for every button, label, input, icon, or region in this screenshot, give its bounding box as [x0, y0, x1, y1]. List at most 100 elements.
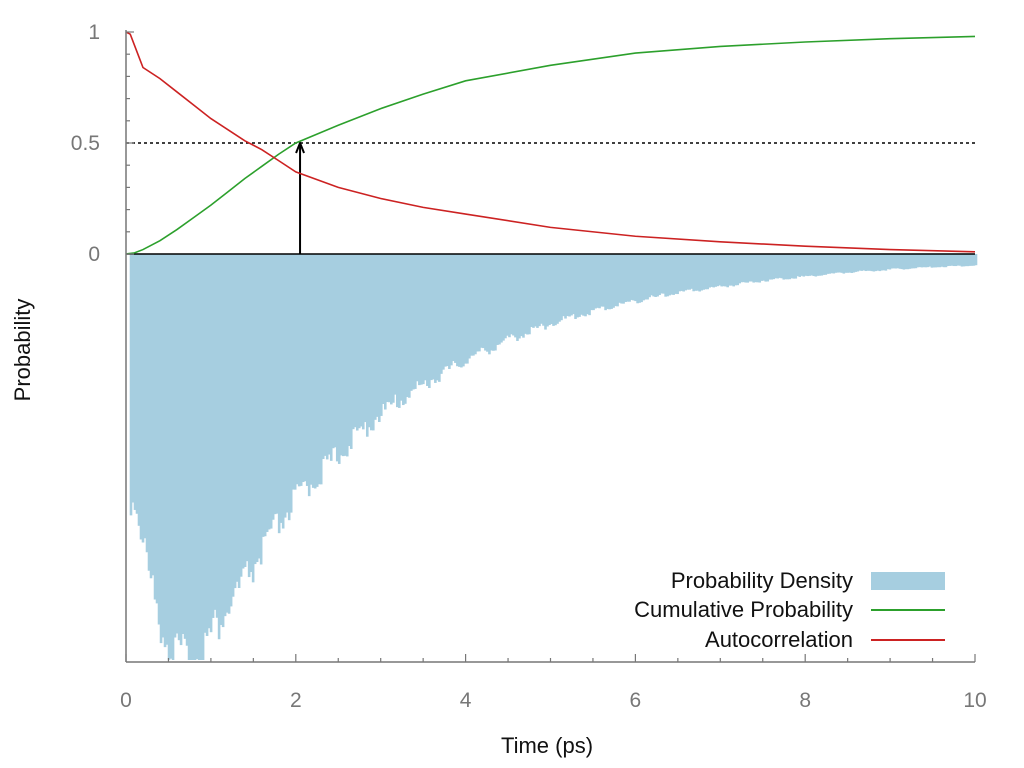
density-bar [175, 254, 179, 634]
density-bar [906, 254, 910, 270]
density-bar [614, 254, 617, 307]
y-axis-label: Probability [10, 299, 35, 402]
density-bar [846, 254, 850, 273]
density-bar [269, 254, 273, 529]
density-bar [474, 254, 477, 355]
density-bar [680, 254, 683, 291]
density-bar [910, 254, 914, 269]
density-bar [462, 254, 465, 367]
density-bar [940, 254, 944, 267]
density-bar [686, 254, 689, 290]
density-bar [580, 254, 583, 315]
density-bar [233, 254, 237, 589]
density-bar [810, 254, 814, 276]
density-bar [552, 254, 555, 326]
density-bar [674, 254, 677, 294]
density-bar [652, 254, 655, 297]
density-bar [650, 254, 653, 296]
density-bar [530, 254, 533, 327]
density-bar [494, 254, 497, 351]
density-bar [736, 254, 740, 286]
density-bar [430, 254, 433, 381]
density-bars [129, 254, 978, 660]
density-bar [209, 254, 213, 633]
density-bar [938, 254, 942, 268]
density-bar [464, 254, 467, 364]
density-bar [219, 254, 223, 625]
density-bar [480, 254, 483, 348]
density-bar [836, 254, 840, 273]
density-bar [241, 254, 245, 569]
density-bar [672, 254, 675, 295]
density-bar [508, 254, 511, 338]
density-bar [518, 254, 521, 339]
density-bar [199, 254, 203, 660]
density-bar [289, 254, 293, 513]
density-bar [235, 254, 239, 582]
density-bar [760, 254, 764, 281]
density-bar [169, 254, 173, 659]
x-tick-label: 2 [290, 689, 302, 712]
density-bar [912, 254, 916, 269]
density-bar [958, 254, 962, 266]
density-bar [820, 254, 824, 276]
y-tick-label: 0 [88, 243, 100, 266]
density-bar [412, 254, 415, 390]
density-bar [243, 254, 247, 567]
density-bar [880, 254, 884, 271]
density-bar [852, 254, 856, 273]
density-bar [764, 254, 768, 282]
density-bar [872, 254, 876, 272]
density-bar [265, 254, 269, 532]
density-bar [345, 254, 349, 457]
density-bar [155, 254, 159, 604]
density-bar [740, 254, 744, 283]
density-bar [259, 254, 263, 565]
density-bar [582, 254, 585, 316]
density-bar [161, 254, 165, 638]
density-bar [189, 254, 193, 660]
density-bar [506, 254, 509, 336]
density-bar [620, 254, 623, 304]
density-bar [484, 254, 487, 351]
density-bar [476, 254, 479, 352]
density-bar [606, 254, 609, 309]
density-bar [828, 254, 832, 274]
density-bar [842, 254, 846, 274]
density-bar [193, 254, 197, 660]
density-bar [359, 254, 363, 427]
density-bar [440, 254, 443, 374]
density-bar [802, 254, 806, 277]
x-tick-label: 8 [799, 689, 811, 712]
density-bar [323, 254, 327, 456]
density-bar [203, 254, 207, 633]
density-bar [129, 254, 133, 516]
density-bar [470, 254, 473, 356]
density-bar [612, 254, 615, 308]
density-bar [434, 254, 437, 383]
density-bar [564, 254, 567, 319]
density-bar [556, 254, 559, 324]
density-bar [800, 254, 804, 276]
density-bar [516, 254, 519, 341]
density-bar [834, 254, 838, 273]
density-bar [177, 254, 181, 641]
density-bar [201, 254, 205, 660]
density-bar [860, 254, 864, 271]
density-bar [526, 254, 529, 335]
density-bar [217, 254, 221, 640]
density-bar [402, 254, 405, 406]
density-bar [436, 254, 439, 381]
density-bar [450, 254, 453, 366]
density-bar [472, 254, 475, 356]
density-bar [301, 254, 305, 483]
density-bar [195, 254, 199, 659]
density-bar [908, 254, 912, 269]
line-layer [125, 31, 976, 255]
density-bar [394, 254, 397, 395]
density-bar [590, 254, 593, 311]
density-bar [656, 254, 659, 297]
density-bar [668, 254, 671, 296]
density-bar [327, 254, 331, 455]
legend: Probability Density Cumulative Probabili… [634, 568, 945, 652]
